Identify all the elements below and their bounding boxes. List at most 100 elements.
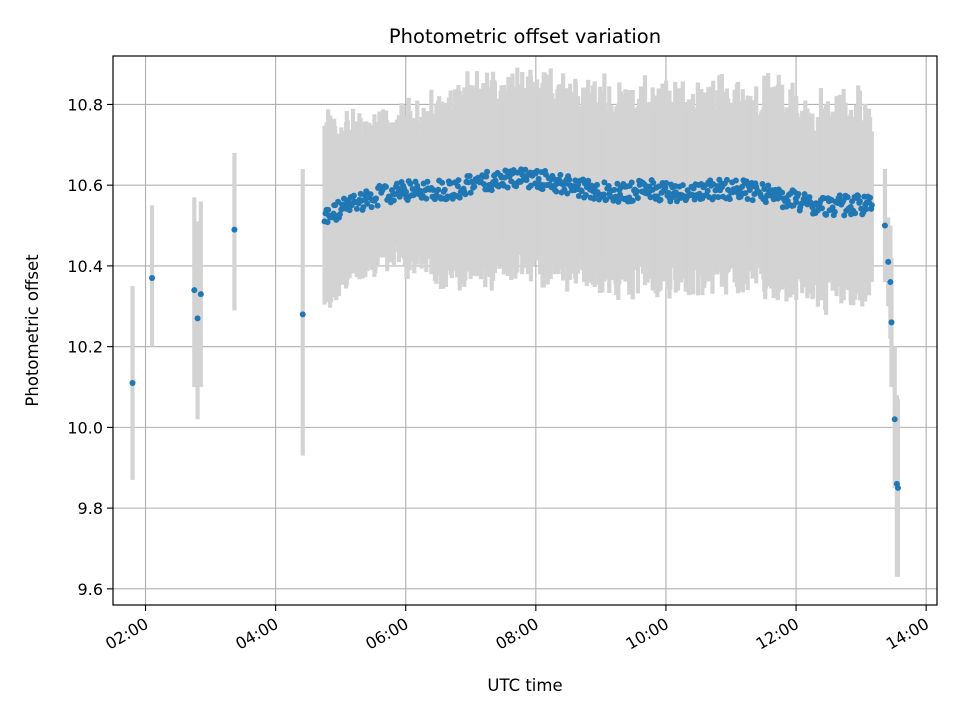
data-point (614, 180, 621, 187)
data-point (455, 177, 462, 184)
data-point (655, 183, 662, 190)
data-point (603, 196, 610, 203)
data-point (534, 167, 541, 174)
data-point (844, 194, 851, 201)
data-point (600, 191, 607, 198)
data-point (657, 196, 664, 203)
data-point (765, 182, 772, 189)
data-point (633, 188, 640, 195)
data-point (885, 258, 892, 265)
data-point (572, 177, 579, 184)
data-point (480, 181, 487, 188)
data-point (471, 183, 478, 190)
data-point (888, 319, 895, 326)
data-point (628, 179, 635, 186)
data-point (566, 176, 573, 183)
data-point (462, 191, 469, 198)
data-point (582, 191, 589, 198)
data-point (665, 189, 672, 196)
data-point (367, 191, 374, 198)
data-point (350, 192, 357, 199)
data-point (696, 190, 703, 197)
data-point (806, 194, 813, 201)
data-point (492, 177, 499, 184)
data-point (823, 211, 830, 218)
data-point (191, 287, 198, 294)
data-point (684, 187, 691, 194)
data-point (867, 194, 874, 201)
data-point (484, 168, 491, 175)
data-point (762, 199, 769, 206)
data-point (793, 199, 800, 206)
data-point (704, 187, 711, 194)
data-points (129, 166, 901, 491)
data-point (557, 171, 564, 178)
data-point (743, 178, 750, 185)
data-point (197, 291, 204, 298)
data-point (435, 186, 442, 193)
data-point (663, 180, 670, 187)
data-point (353, 205, 360, 212)
y-tick-label: 10.0 (67, 418, 103, 437)
data-point (594, 181, 601, 188)
data-point (373, 195, 380, 202)
data-point (744, 196, 751, 203)
data-point (374, 202, 381, 209)
data-point (749, 197, 756, 204)
data-point (504, 184, 511, 191)
data-point (383, 183, 390, 190)
data-point (467, 189, 474, 196)
data-point (887, 279, 894, 286)
data-point (394, 180, 401, 187)
data-point (402, 188, 409, 195)
data-point (129, 379, 136, 386)
data-point (553, 188, 560, 195)
data-point (299, 311, 306, 318)
chart-title: Photometric offset variation (389, 25, 661, 48)
y-axis-ticks: 9.6 9.8 10.0 10.2 10.4 10.6 10.8 (67, 95, 113, 599)
data-point (231, 226, 238, 233)
data-point (779, 189, 786, 196)
data-point (390, 197, 397, 204)
data-point (439, 179, 446, 186)
data-point (423, 195, 430, 202)
data-point (715, 194, 722, 201)
data-point (441, 186, 448, 193)
y-tick-label: 10.2 (67, 338, 103, 357)
data-point (856, 198, 863, 205)
data-point (691, 196, 698, 203)
data-point (424, 178, 431, 185)
data-point (578, 188, 585, 195)
y-tick-label: 9.6 (78, 580, 103, 599)
data-point (868, 202, 875, 209)
data-point (368, 204, 375, 211)
data-point (855, 193, 862, 200)
data-point (634, 194, 641, 201)
data-point (629, 197, 636, 204)
data-point (726, 196, 733, 203)
data-point (346, 207, 353, 214)
data-point (483, 173, 490, 180)
data-point (667, 198, 674, 205)
data-point (454, 183, 461, 190)
data-point (360, 204, 367, 211)
data-point (801, 191, 808, 198)
data-point (881, 222, 888, 229)
data-point (605, 183, 612, 190)
data-point (488, 187, 495, 194)
data-point (407, 180, 414, 187)
y-tick-label: 10.6 (67, 176, 103, 195)
data-point (601, 179, 608, 186)
data-point (795, 191, 802, 198)
data-point (836, 192, 843, 199)
data-point (564, 190, 571, 197)
plot-frame (112, 55, 938, 606)
data-point (679, 182, 686, 189)
data-point (466, 173, 473, 180)
data-point (891, 416, 898, 423)
y-tick-label: 10.8 (67, 95, 103, 114)
data-point (396, 193, 403, 200)
data-point (364, 200, 371, 207)
data-point (761, 185, 768, 192)
